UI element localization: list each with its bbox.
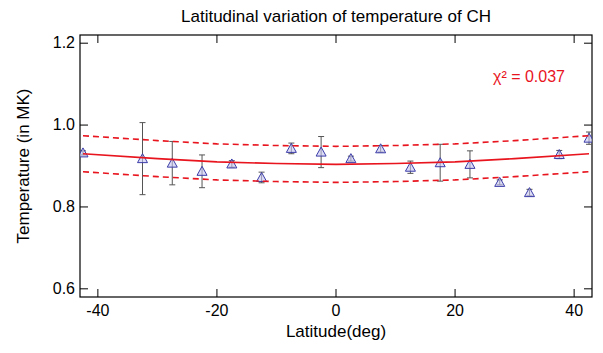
x-axis-label: Latitude(deg): [286, 322, 386, 341]
data-point: [227, 159, 237, 168]
y-tick-label: 0.6: [53, 280, 75, 297]
error-bar-cap: [259, 182, 265, 183]
x-tick: [97, 289, 98, 297]
data-point: [584, 133, 592, 142]
fit-bound-line: [83, 172, 589, 183]
y-tick-right: [584, 206, 592, 207]
background: [0, 0, 603, 353]
error-bar-cap: [407, 173, 413, 174]
error-bar-cap: [586, 144, 592, 145]
x-tick-top: [336, 35, 337, 43]
y-tick-right: [584, 125, 592, 126]
y-axis-label: Temperature (in MK): [14, 89, 33, 244]
fit-bound-line: [83, 136, 589, 147]
y-tick-label: 0.8: [53, 198, 75, 215]
x-tick-label: 20: [446, 302, 464, 319]
error-bar-cap: [467, 150, 473, 151]
data-point: [495, 177, 505, 186]
error-bar-cap: [318, 136, 324, 137]
x-tick: [336, 289, 337, 297]
y-tick: [80, 125, 88, 126]
x-tick: [574, 289, 575, 297]
data-point: [346, 154, 356, 163]
error-bar-cap: [199, 154, 205, 155]
x-tick: [216, 289, 217, 297]
x-tick-label: -40: [86, 302, 109, 319]
x-tick-label: 40: [565, 302, 583, 319]
data-group: [80, 123, 592, 197]
y-tick: [80, 288, 88, 289]
y-tick-right: [584, 43, 592, 44]
error-bar-cap: [140, 194, 146, 195]
y-tick-label: 1.0: [53, 116, 75, 133]
x-tick-top: [455, 35, 456, 43]
x-tick-top: [216, 35, 217, 43]
data-point: [554, 150, 564, 159]
data-point: [257, 172, 267, 181]
chart: Latitudinal variation of temperature of …: [0, 0, 603, 353]
annotation: χ² = 0.037: [493, 68, 565, 85]
y-tick: [80, 43, 88, 44]
error-bar-cap: [169, 184, 175, 185]
fit-line: [83, 154, 589, 165]
x-tick-top: [574, 35, 575, 43]
x-tick-label: -20: [205, 302, 228, 319]
x-tick: [455, 289, 456, 297]
data-point: [316, 147, 326, 156]
data-point: [80, 148, 88, 157]
data-point: [197, 166, 207, 175]
error-bar-cap: [318, 167, 324, 168]
y-tick-right: [584, 288, 592, 289]
y-tick-label: 1.2: [53, 34, 75, 51]
error-bar-cap: [467, 177, 473, 178]
x-tick-top: [97, 35, 98, 43]
title: Latitudinal variation of temperature of …: [181, 7, 491, 26]
data-point: [286, 143, 296, 152]
y-tick: [80, 206, 88, 207]
error-bar-cap: [140, 122, 146, 123]
plot-frame: [80, 35, 592, 297]
error-bar-cap: [199, 187, 205, 188]
error-bar-cap: [288, 153, 294, 154]
data-point: [524, 188, 534, 197]
x-tick-label: 0: [332, 302, 341, 319]
